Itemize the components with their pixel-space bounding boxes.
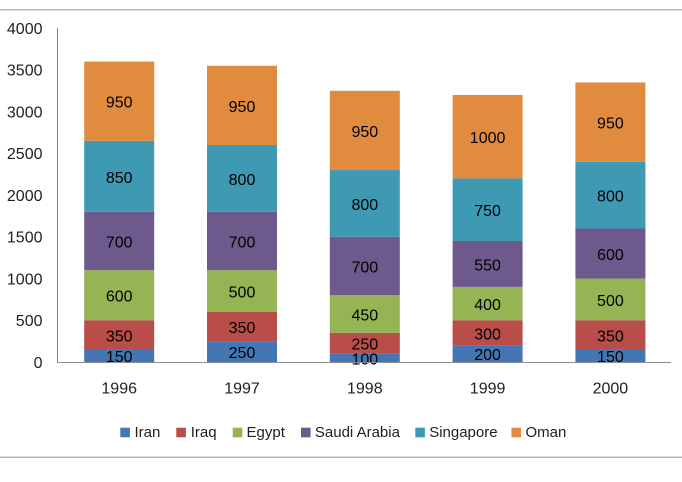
svg-text:1999: 1999 xyxy=(470,381,506,398)
svg-text:4000: 4000 xyxy=(7,21,43,38)
svg-text:2000: 2000 xyxy=(593,381,629,398)
svg-text:1996: 1996 xyxy=(101,381,137,398)
svg-text:Egypt: Egypt xyxy=(247,424,286,441)
svg-text:800: 800 xyxy=(351,197,378,214)
svg-text:1000: 1000 xyxy=(470,130,506,147)
svg-text:1000: 1000 xyxy=(7,271,43,288)
svg-text:950: 950 xyxy=(229,99,256,116)
svg-text:600: 600 xyxy=(106,289,133,306)
svg-text:Singapore: Singapore xyxy=(429,424,497,441)
svg-text:Iraq: Iraq xyxy=(191,424,217,441)
svg-text:150: 150 xyxy=(597,349,624,366)
svg-text:250: 250 xyxy=(229,345,256,362)
svg-text:250: 250 xyxy=(351,337,378,354)
svg-text:350: 350 xyxy=(106,328,133,345)
svg-text:800: 800 xyxy=(229,172,256,189)
svg-text:600: 600 xyxy=(597,247,624,264)
svg-text:700: 700 xyxy=(351,260,378,277)
svg-text:3000: 3000 xyxy=(7,105,43,122)
svg-text:750: 750 xyxy=(474,203,501,220)
svg-text:Oman: Oman xyxy=(526,424,567,441)
svg-text:700: 700 xyxy=(229,235,256,252)
svg-text:950: 950 xyxy=(106,95,133,112)
svg-text:2000: 2000 xyxy=(7,188,43,205)
svg-text:400: 400 xyxy=(474,297,501,314)
svg-text:1998: 1998 xyxy=(347,381,383,398)
svg-text:800: 800 xyxy=(597,189,624,206)
svg-text:1500: 1500 xyxy=(7,230,43,247)
svg-text:150: 150 xyxy=(106,349,133,366)
svg-text:500: 500 xyxy=(16,313,43,330)
svg-text:550: 550 xyxy=(474,257,501,274)
svg-text:100: 100 xyxy=(351,351,378,368)
svg-text:3500: 3500 xyxy=(7,63,43,80)
svg-text:950: 950 xyxy=(597,116,624,133)
svg-text:1997: 1997 xyxy=(224,381,260,398)
svg-text:500: 500 xyxy=(597,293,624,310)
svg-text:950: 950 xyxy=(351,124,378,141)
svg-text:0: 0 xyxy=(34,355,43,372)
svg-text:2500: 2500 xyxy=(7,146,43,163)
svg-text:200: 200 xyxy=(474,347,501,364)
svg-text:350: 350 xyxy=(597,328,624,345)
svg-text:350: 350 xyxy=(229,320,256,337)
svg-text:700: 700 xyxy=(106,235,133,252)
svg-text:Iran: Iran xyxy=(135,424,161,441)
svg-text:500: 500 xyxy=(229,285,256,302)
svg-text:Saudi Arabia: Saudi Arabia xyxy=(315,424,401,441)
svg-text:300: 300 xyxy=(474,326,501,343)
svg-text:850: 850 xyxy=(106,170,133,187)
svg-text:450: 450 xyxy=(351,308,378,325)
